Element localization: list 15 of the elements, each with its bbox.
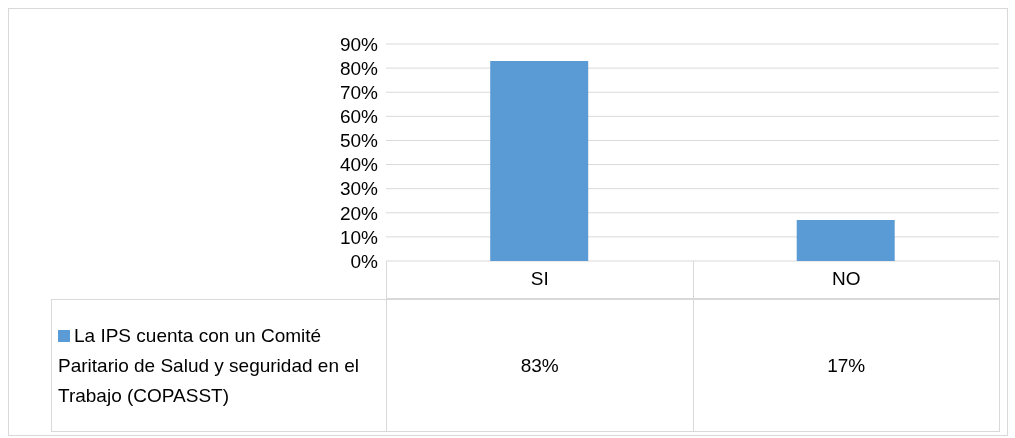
y-tick-label: 60% xyxy=(339,106,379,128)
y-tick-label: 80% xyxy=(339,57,379,79)
y-tick-label: 90% xyxy=(339,33,379,55)
x-tick-label: SI xyxy=(386,261,693,298)
y-tick-label: 50% xyxy=(339,130,379,152)
x-tick-label: NO xyxy=(693,261,1000,298)
y-tick-label: 40% xyxy=(339,154,379,176)
y-tick-label: 70% xyxy=(339,81,379,103)
y-tick-label: 20% xyxy=(339,202,379,224)
data-label: 83% xyxy=(386,299,693,432)
data-label: 17% xyxy=(693,299,1000,432)
legend-label: La IPS cuenta con un Comité Paritario de Salud y seguridad en el Trabajo (COPASST) xyxy=(58,324,360,406)
y-tick-label: 10% xyxy=(339,226,379,248)
y-tick-label: 30% xyxy=(339,178,379,200)
y-tick-label: 0% xyxy=(350,250,379,272)
